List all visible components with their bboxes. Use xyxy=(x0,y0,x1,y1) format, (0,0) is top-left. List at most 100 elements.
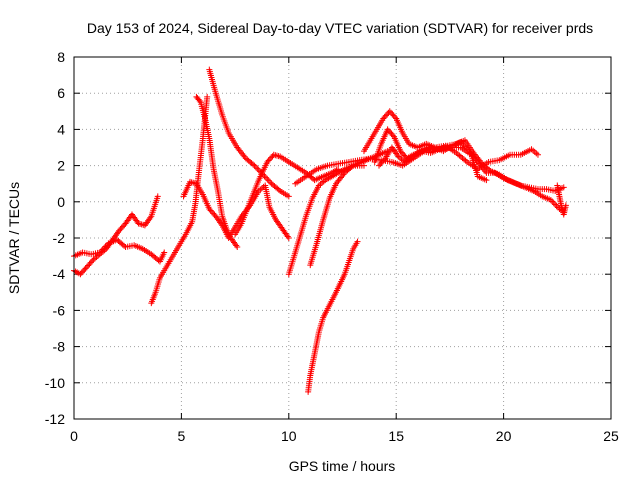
data-point xyxy=(83,263,90,270)
data-point xyxy=(210,210,217,217)
data-point xyxy=(118,224,125,231)
data-point xyxy=(266,156,273,163)
data-point xyxy=(121,242,128,249)
series-track-07 xyxy=(232,151,342,238)
data-point xyxy=(376,162,383,169)
y-tick-label: 2 xyxy=(57,158,65,174)
series-track-01 xyxy=(71,193,161,278)
y-tick-label: 8 xyxy=(57,49,65,65)
data-point xyxy=(77,271,84,278)
x-axis-label: GPS time / hours xyxy=(289,458,396,474)
series-track-03 xyxy=(148,93,211,307)
x-tick-label: 15 xyxy=(388,428,404,444)
data-point xyxy=(382,112,389,119)
series-track-05 xyxy=(193,93,241,251)
data-markers xyxy=(71,66,569,395)
y-tick-label: 6 xyxy=(57,85,65,101)
x-tick-label: 25 xyxy=(603,428,619,444)
y-tick-label: -2 xyxy=(53,230,66,246)
data-point xyxy=(401,152,408,159)
data-point xyxy=(384,126,391,133)
data-point xyxy=(377,161,384,168)
data-point xyxy=(207,207,214,214)
data-point xyxy=(389,132,396,139)
data-point xyxy=(161,249,168,256)
y-tick-label: 4 xyxy=(57,121,65,137)
data-point xyxy=(89,258,96,265)
data-point xyxy=(379,158,386,165)
data-point xyxy=(400,151,407,158)
data-point xyxy=(267,179,274,186)
y-tick-label: -4 xyxy=(53,266,66,282)
data-point xyxy=(354,238,361,245)
data-point xyxy=(378,159,385,166)
series-track-09 xyxy=(307,148,391,269)
data-point xyxy=(384,111,391,118)
data-point xyxy=(196,97,203,104)
data-point xyxy=(264,176,271,183)
data-point xyxy=(265,157,272,164)
chart-title: Day 153 of 2024, Sidereal Day-to-day VTE… xyxy=(87,20,593,36)
series-track-10 xyxy=(305,238,361,395)
data-point xyxy=(86,261,93,268)
data-point xyxy=(87,259,94,266)
grid xyxy=(74,57,611,419)
data-point xyxy=(390,112,397,119)
y-tick-label: -6 xyxy=(53,302,66,318)
y-axis-label: SDTVAR / TECUs xyxy=(6,182,22,294)
data-point xyxy=(397,148,404,155)
y-tick-label: -10 xyxy=(45,375,65,391)
series-track-14 xyxy=(376,144,490,184)
series-track-02 xyxy=(71,236,168,265)
data-point xyxy=(204,93,211,100)
x-tick-label: 20 xyxy=(496,428,512,444)
plot-frame xyxy=(73,56,612,420)
y-tick-label: 0 xyxy=(57,194,65,210)
data-point xyxy=(483,177,490,184)
data-point xyxy=(385,127,392,134)
data-point xyxy=(388,109,395,116)
y-tick-label: -12 xyxy=(45,411,65,427)
data-point xyxy=(381,156,388,163)
data-point xyxy=(264,158,271,165)
data-point xyxy=(82,265,89,272)
data-point xyxy=(208,208,215,215)
series-track-15 xyxy=(554,182,569,218)
series-track-08 xyxy=(285,162,367,278)
data-point xyxy=(80,268,87,275)
series-track-06 xyxy=(206,66,292,200)
data-point xyxy=(381,114,388,121)
series-track-13 xyxy=(371,126,567,214)
y-tick-label: -8 xyxy=(53,339,66,355)
data-point xyxy=(119,223,126,230)
data-point xyxy=(380,115,387,122)
data-point xyxy=(398,149,405,156)
data-point xyxy=(285,235,292,241)
x-tick-label: 5 xyxy=(178,428,186,444)
data-point xyxy=(562,202,569,209)
data-point xyxy=(388,130,395,137)
data-point xyxy=(265,177,272,184)
data-point xyxy=(386,108,393,115)
data-point xyxy=(234,244,241,251)
data-point xyxy=(254,165,261,172)
data-point xyxy=(389,111,396,118)
data-point xyxy=(268,154,275,161)
data-point xyxy=(269,153,276,160)
data-point xyxy=(534,151,541,158)
data-point xyxy=(348,163,355,170)
data-point xyxy=(116,227,123,234)
x-tick-label: 0 xyxy=(70,428,78,444)
x-tick-label: 10 xyxy=(281,428,297,444)
data-point xyxy=(560,184,567,191)
data-point xyxy=(154,193,161,200)
data-point xyxy=(206,206,213,213)
data-point xyxy=(262,174,269,181)
data-point xyxy=(78,269,85,276)
data-point xyxy=(387,129,394,136)
data-point xyxy=(117,226,124,233)
data-point xyxy=(285,193,292,200)
data-point xyxy=(250,161,256,168)
data-point xyxy=(81,266,88,273)
